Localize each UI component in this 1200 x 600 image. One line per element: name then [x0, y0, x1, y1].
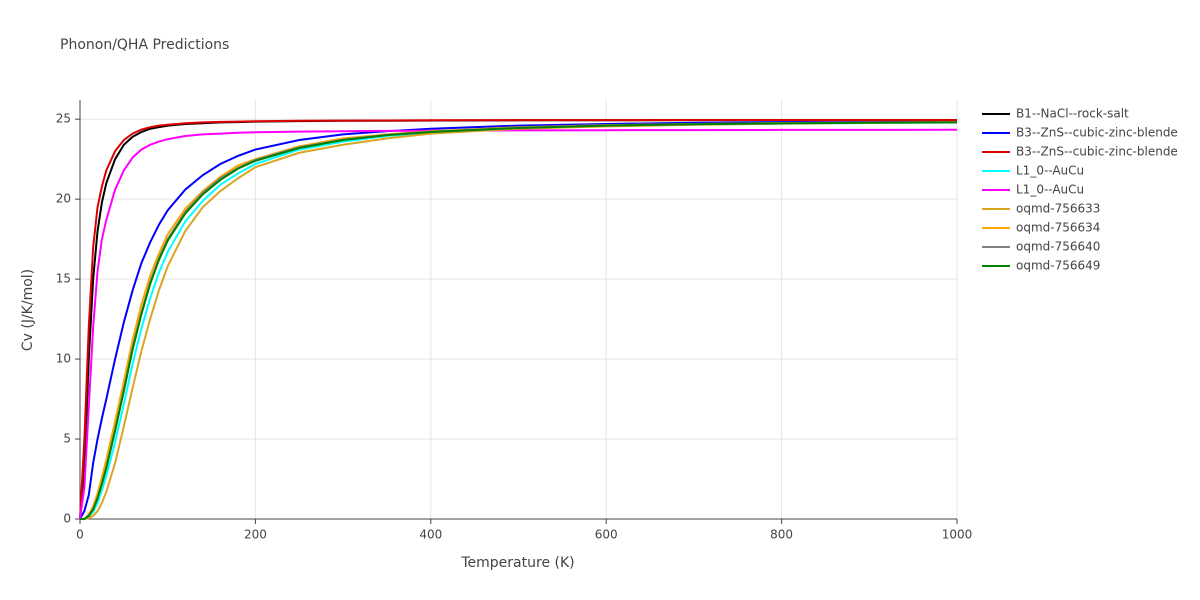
x-axis-title: Temperature (K) — [460, 555, 574, 571]
series-line — [79, 119, 957, 520]
legend-label[interactable]: B1--NaCl--rock-salt — [1016, 107, 1129, 121]
legend-label[interactable]: B3--ZnS--cubic-zinc-blende — [1016, 126, 1178, 140]
series-line — [79, 120, 958, 520]
x-tick-label: 0 — [76, 528, 84, 542]
series-line — [80, 121, 958, 520]
chart-title: Phonon/QHA Predictions — [60, 37, 229, 53]
x-tick-label: 200 — [244, 528, 267, 542]
legend-label[interactable]: L1_0--AuCu — [1016, 164, 1084, 178]
y-tick-label: 10 — [56, 352, 71, 366]
series-line — [79, 118, 957, 520]
y-tick-label: 20 — [56, 192, 71, 206]
legend-label[interactable]: oqmd-756634 — [1016, 221, 1100, 235]
series-line — [80, 121, 958, 520]
y-axis-title: Cv (J/K/mol) — [20, 269, 36, 351]
y-tick-label: 0 — [63, 512, 71, 526]
y-tick-label: 25 — [56, 112, 71, 126]
series-line — [80, 121, 958, 520]
x-tick-label: 400 — [419, 528, 442, 542]
x-tick-label: 600 — [595, 528, 618, 542]
x-tick-label: 800 — [770, 528, 793, 542]
legend-label[interactable]: B3--ZnS--cubic-zinc-blende — [1016, 145, 1178, 159]
y-tick-label: 15 — [56, 272, 71, 286]
legend-label[interactable]: oqmd-756649 — [1016, 259, 1100, 273]
y-tick-label: 5 — [63, 432, 71, 446]
legend-label[interactable]: L1_0--AuCu — [1016, 183, 1084, 197]
series-line — [80, 121, 958, 520]
legend-label[interactable]: oqmd-756640 — [1016, 240, 1100, 254]
series-line — [80, 121, 958, 520]
series-line — [79, 128, 958, 520]
x-tick-label: 1000 — [942, 528, 973, 542]
legend-label[interactable]: oqmd-756633 — [1016, 202, 1100, 216]
